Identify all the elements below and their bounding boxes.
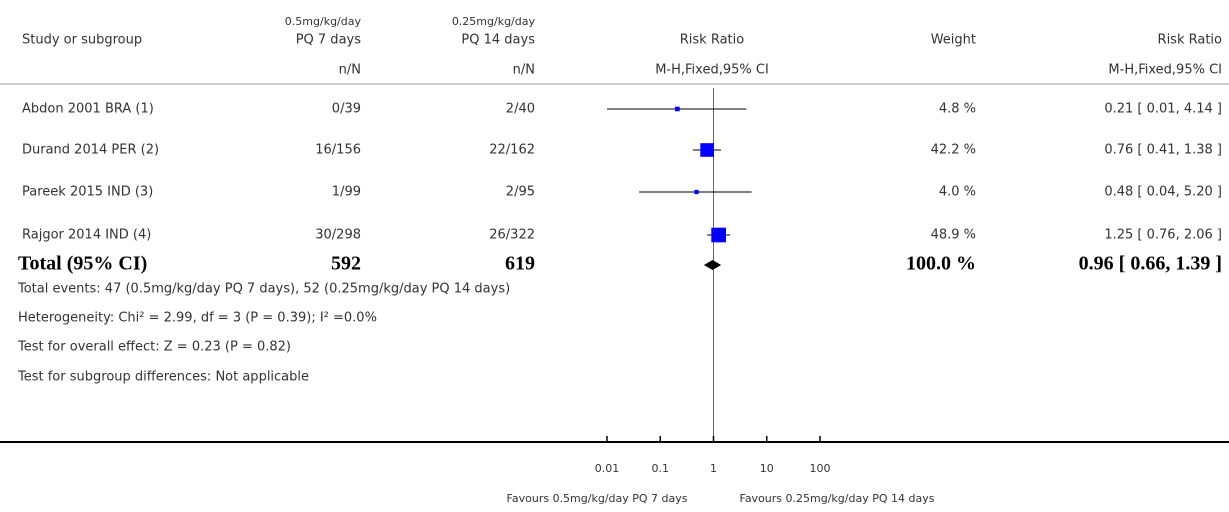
header-group1: 0.5mg/kg/day — [285, 15, 362, 28]
footnote: Heterogeneity: Chi² = 2.99, df = 3 (P = … — [18, 311, 377, 326]
x-tick-label: 10 — [760, 462, 774, 475]
header-effect: Risk Ratio — [1158, 33, 1223, 48]
total-group1: 592 — [331, 253, 361, 275]
events-group2: 2/95 — [506, 185, 535, 200]
total-group2: 619 — [505, 253, 535, 275]
header-unit: n/N — [339, 63, 361, 78]
events-group2: 22/162 — [489, 143, 535, 158]
x-tick-label: 1 — [710, 462, 717, 475]
events-group1: 0/39 — [332, 102, 361, 117]
footnote: Test for overall effect: Z = 0.23 (P = 0… — [17, 340, 291, 355]
header-study: Study or subgroup — [22, 33, 142, 48]
effect-ci: 0.21 [ 0.01, 4.14 ] — [1104, 102, 1222, 117]
events-group1: 1/99 — [332, 185, 361, 200]
header-weight: Weight — [931, 33, 976, 48]
effect-square — [700, 143, 714, 157]
effect-square — [711, 227, 727, 243]
total-diamond — [703, 260, 722, 270]
x-tick-label: 0.1 — [652, 462, 670, 475]
header-unit: n/N — [513, 63, 535, 78]
total-effect-ci: 0.96 [ 0.66, 1.39 ] — [1079, 253, 1222, 275]
study-name: Durand 2014 PER (2) — [22, 143, 159, 158]
x-tick-label: 100 — [810, 462, 831, 475]
footnote: Total events: 47 (0.5mg/kg/day PQ 7 days… — [17, 282, 510, 297]
events-group1: 30/298 — [315, 228, 361, 243]
header-method: M-H,Fixed,95% CI — [655, 63, 769, 78]
header-group2: PQ 14 days — [461, 33, 535, 48]
events-group2: 26/322 — [489, 228, 535, 243]
weight: 42.2 % — [931, 143, 976, 158]
effect-ci: 0.76 [ 0.41, 1.38 ] — [1104, 143, 1222, 158]
effect-square — [675, 106, 680, 112]
total-weight: 100.0 % — [906, 253, 976, 275]
weight: 4.8 % — [939, 102, 976, 117]
events-group1: 16/156 — [315, 143, 361, 158]
header-group2: 0.25mg/kg/day — [452, 15, 536, 28]
favours-right: Favours 0.25mg/kg/day PQ 14 days — [740, 492, 935, 505]
header-effect: Risk Ratio — [680, 33, 745, 48]
header-group1: PQ 7 days — [296, 33, 362, 48]
effect-square — [694, 189, 699, 195]
footnote: Test for subgroup differences: Not appli… — [17, 370, 309, 385]
header-method: M-H,Fixed,95% CI — [1108, 63, 1222, 78]
events-group2: 2/40 — [506, 102, 535, 117]
effect-ci: 0.48 [ 0.04, 5.20 ] — [1104, 185, 1222, 200]
study-name: Pareek 2015 IND (3) — [22, 185, 153, 200]
effect-ci: 1.25 [ 0.76, 2.06 ] — [1104, 228, 1222, 243]
study-name: Abdon 2001 BRA (1) — [22, 102, 154, 117]
study-name: Rajgor 2014 IND (4) — [22, 228, 151, 243]
total-name: Total (95% CI) — [18, 253, 147, 275]
weight: 48.9 % — [931, 228, 976, 243]
x-tick-label: 0.01 — [595, 462, 620, 475]
favours-left: Favours 0.5mg/kg/day PQ 7 days — [507, 492, 688, 505]
weight: 4.0 % — [939, 185, 976, 200]
